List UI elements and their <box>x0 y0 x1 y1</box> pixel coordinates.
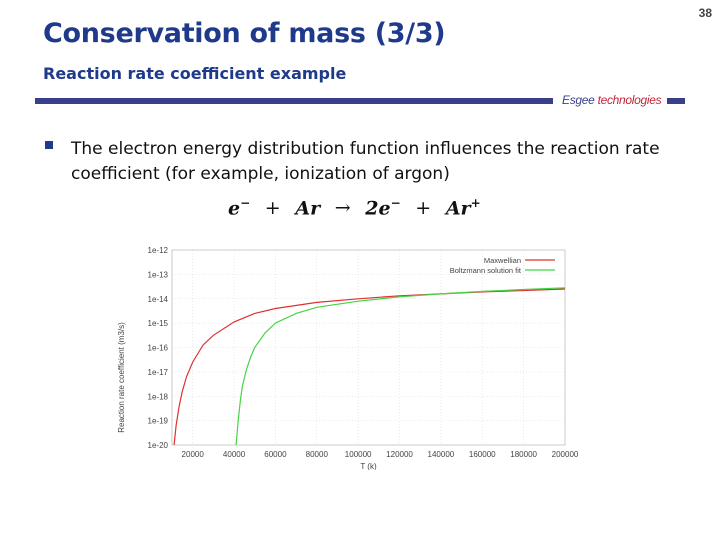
y-axis-label: Reaction rate coefficient (m3/s) <box>117 322 126 433</box>
eq-plus-1: + <box>264 197 281 220</box>
square-bullet-icon <box>45 141 53 149</box>
plot-frame <box>171 249 566 446</box>
eq-two-electrons: 2e <box>365 197 391 220</box>
reaction-equation: e− + Ar → 2e− + Ar+ <box>228 196 481 219</box>
y-tick-label: 1e-20 <box>148 441 169 450</box>
y-tick-label: 1e-14 <box>148 295 169 304</box>
eq-arrow: → <box>334 197 351 220</box>
slide-title: Conservation of mass (3/3) <box>43 18 446 49</box>
eq-argon-ion-charge: + <box>470 196 481 210</box>
x-tick-label: 40000 <box>223 450 246 459</box>
legend-label: Boltzmann solution fit <box>450 266 522 275</box>
eq-argon-ion: Ar <box>445 197 471 220</box>
x-tick-label: 80000 <box>306 450 329 459</box>
header-rule-right <box>667 98 685 104</box>
x-tick-label: 180000 <box>510 450 537 459</box>
bullet-text: The electron energy distribution functio… <box>71 139 660 184</box>
x-tick-label: 120000 <box>386 450 413 459</box>
eq-plus-2: + <box>415 197 432 220</box>
eq-argon: Ar <box>295 197 321 220</box>
y-tick-label: 1e-15 <box>148 319 169 328</box>
x-tick-label: 140000 <box>428 450 455 459</box>
page-number: 38 <box>698 6 712 20</box>
header-rule-left <box>35 98 553 104</box>
y-tick-label: 1e-19 <box>148 417 169 426</box>
eq-electron-charge: − <box>240 196 251 210</box>
x-tick-label: 100000 <box>345 450 372 459</box>
eq-two-electrons-charge: − <box>390 196 401 210</box>
x-tick-label: 200000 <box>552 450 579 459</box>
y-tick-label: 1e-17 <box>148 368 169 377</box>
y-tick-label: 1e-18 <box>148 392 169 401</box>
y-tick-label: 1e-13 <box>148 270 169 279</box>
brand-text-part1: Esgee <box>562 93 598 107</box>
x-axis-label: T (k) <box>360 462 377 470</box>
y-tick-label: 1e-12 <box>148 246 169 255</box>
x-tick-label: 60000 <box>264 450 287 459</box>
eq-electron: e <box>228 197 241 220</box>
rate-coefficient-chart: 1e-12 1e-13 1e-14 1e-15 1e-16 1e-17 1e-18 1e-19… <box>117 246 579 470</box>
x-tick-label: 160000 <box>469 450 496 459</box>
x-tick-label: 20000 <box>182 450 205 459</box>
y-tick-label: 1e-16 <box>148 344 169 353</box>
brand-text-part2: technologies <box>597 93 662 107</box>
series-line-boltzmann-fit <box>235 287 566 446</box>
legend-label: Maxwellian <box>484 256 521 265</box>
brand-logo: Esgee technologies <box>562 93 662 107</box>
slide-subtitle: Reaction rate coefficient example <box>43 64 347 83</box>
